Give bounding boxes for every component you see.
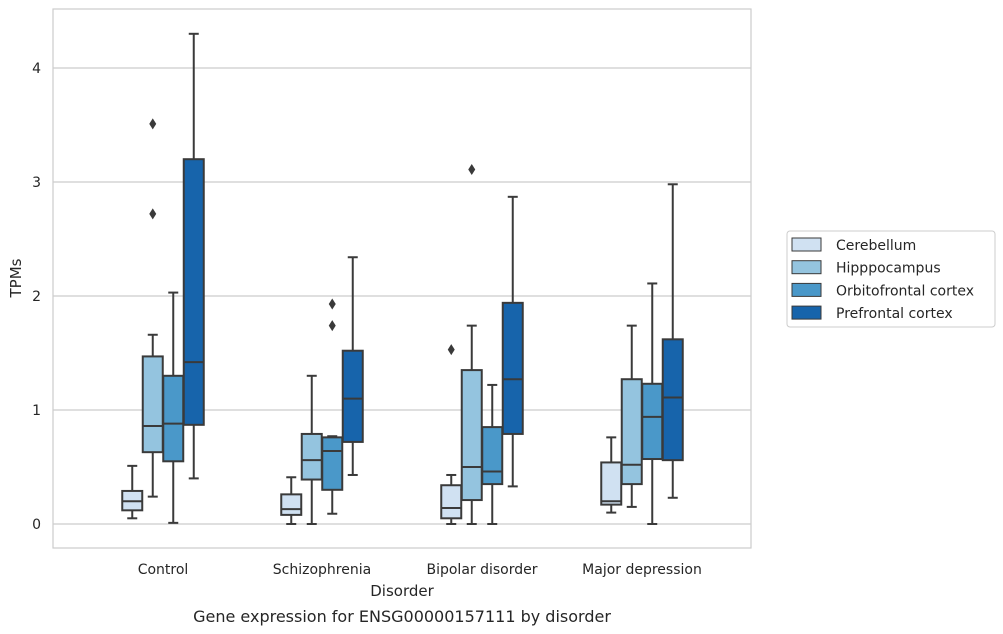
- outlier-point: [468, 163, 476, 175]
- legend-label: Prefrontal cortex: [836, 306, 953, 322]
- box-orbitofrontal-cortex-2: [481, 383, 504, 525]
- y-axis-title: TPMs: [7, 258, 25, 298]
- box-prefrontal-cortex-2: [501, 195, 524, 488]
- y-tick-label: 0: [32, 517, 41, 533]
- iqr-box: [162, 374, 185, 463]
- y-tick-label: 3: [32, 175, 41, 191]
- x-tick-label: Major depression: [582, 562, 702, 578]
- iqr-box: [481, 426, 504, 486]
- box-cerebellum-0: [121, 464, 144, 520]
- iqr-box: [600, 461, 623, 506]
- legend-label: Hipppocampus: [836, 261, 941, 277]
- iqr-box: [321, 436, 344, 491]
- legend: Cerebellum Hipppocampus Orbitofrontal cort…: [786, 230, 996, 328]
- y-tick-label: 2: [32, 289, 41, 305]
- legend-swatch: [791, 237, 822, 252]
- iqr-box: [501, 301, 524, 435]
- box-cerebellum-2: [440, 344, 463, 525]
- iqr-box: [300, 432, 323, 481]
- iqr-box: [641, 382, 664, 461]
- iqr-box: [341, 349, 364, 443]
- iqr-box: [661, 338, 684, 462]
- x-tick-label: Control: [138, 562, 189, 578]
- outlier-point: [149, 208, 157, 220]
- outlier-point: [447, 344, 455, 356]
- box-plots: [121, 32, 684, 525]
- legend-swatch: [791, 305, 822, 320]
- legend-swatch: [791, 260, 822, 275]
- x-tick-labels: Control Schizophrenia Bipolar disorder Majo…: [138, 562, 702, 578]
- x-tick-label: Bipolar disorder: [426, 562, 537, 578]
- plot-area: [52, 8, 752, 549]
- outlier-point: [149, 118, 157, 130]
- y-tick-label: 4: [32, 61, 41, 77]
- outlier-point: [328, 298, 336, 310]
- iqr-box: [620, 378, 643, 486]
- iqr-box: [280, 493, 303, 516]
- box-prefrontal-cortex-0: [182, 32, 205, 480]
- box-orbitofrontal-cortex-1: [321, 298, 344, 515]
- legend-label: Cerebellum: [836, 238, 916, 254]
- legend-frame: [786, 230, 996, 328]
- iqr-box: [141, 355, 164, 454]
- y-tick-labels: 0 1 2 3 4: [32, 61, 41, 533]
- box-cerebellum-1: [280, 476, 303, 525]
- iqr-box: [460, 369, 483, 502]
- legend-swatch: [791, 282, 822, 297]
- chart-caption: Gene expression for ENSG00000157111 by d…: [193, 607, 611, 626]
- box-prefrontal-cortex-1: [341, 256, 364, 476]
- iqr-box: [440, 484, 463, 520]
- legend-label: Orbitofrontal cortex: [836, 283, 974, 299]
- x-axis-title: Disorder: [370, 582, 434, 600]
- outlier-point: [328, 320, 336, 332]
- y-tick-label: 1: [32, 403, 41, 419]
- iqr-box: [182, 158, 205, 426]
- x-tick-label: Schizophrenia: [273, 562, 371, 578]
- box-orbitofrontal-cortex-3: [641, 282, 664, 525]
- box-cerebellum-3: [600, 436, 623, 514]
- box-prefrontal-cortex-3: [661, 183, 684, 499]
